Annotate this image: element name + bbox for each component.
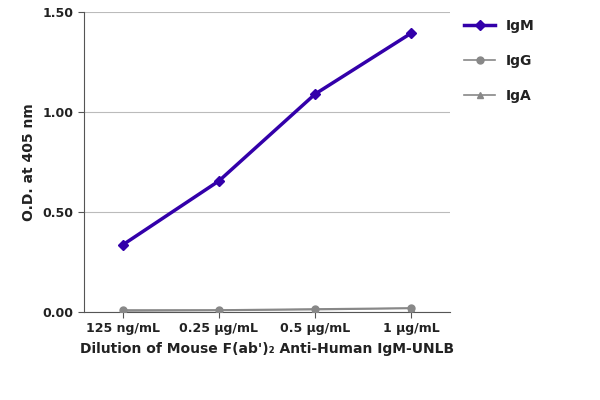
X-axis label: Dilution of Mouse F(ab')₂ Anti-Human IgM-UNLB: Dilution of Mouse F(ab')₂ Anti-Human IgM… [80, 342, 454, 356]
Legend: IgM, IgG, IgA: IgM, IgG, IgA [464, 19, 535, 103]
Y-axis label: O.D. at 405 nm: O.D. at 405 nm [22, 103, 35, 221]
